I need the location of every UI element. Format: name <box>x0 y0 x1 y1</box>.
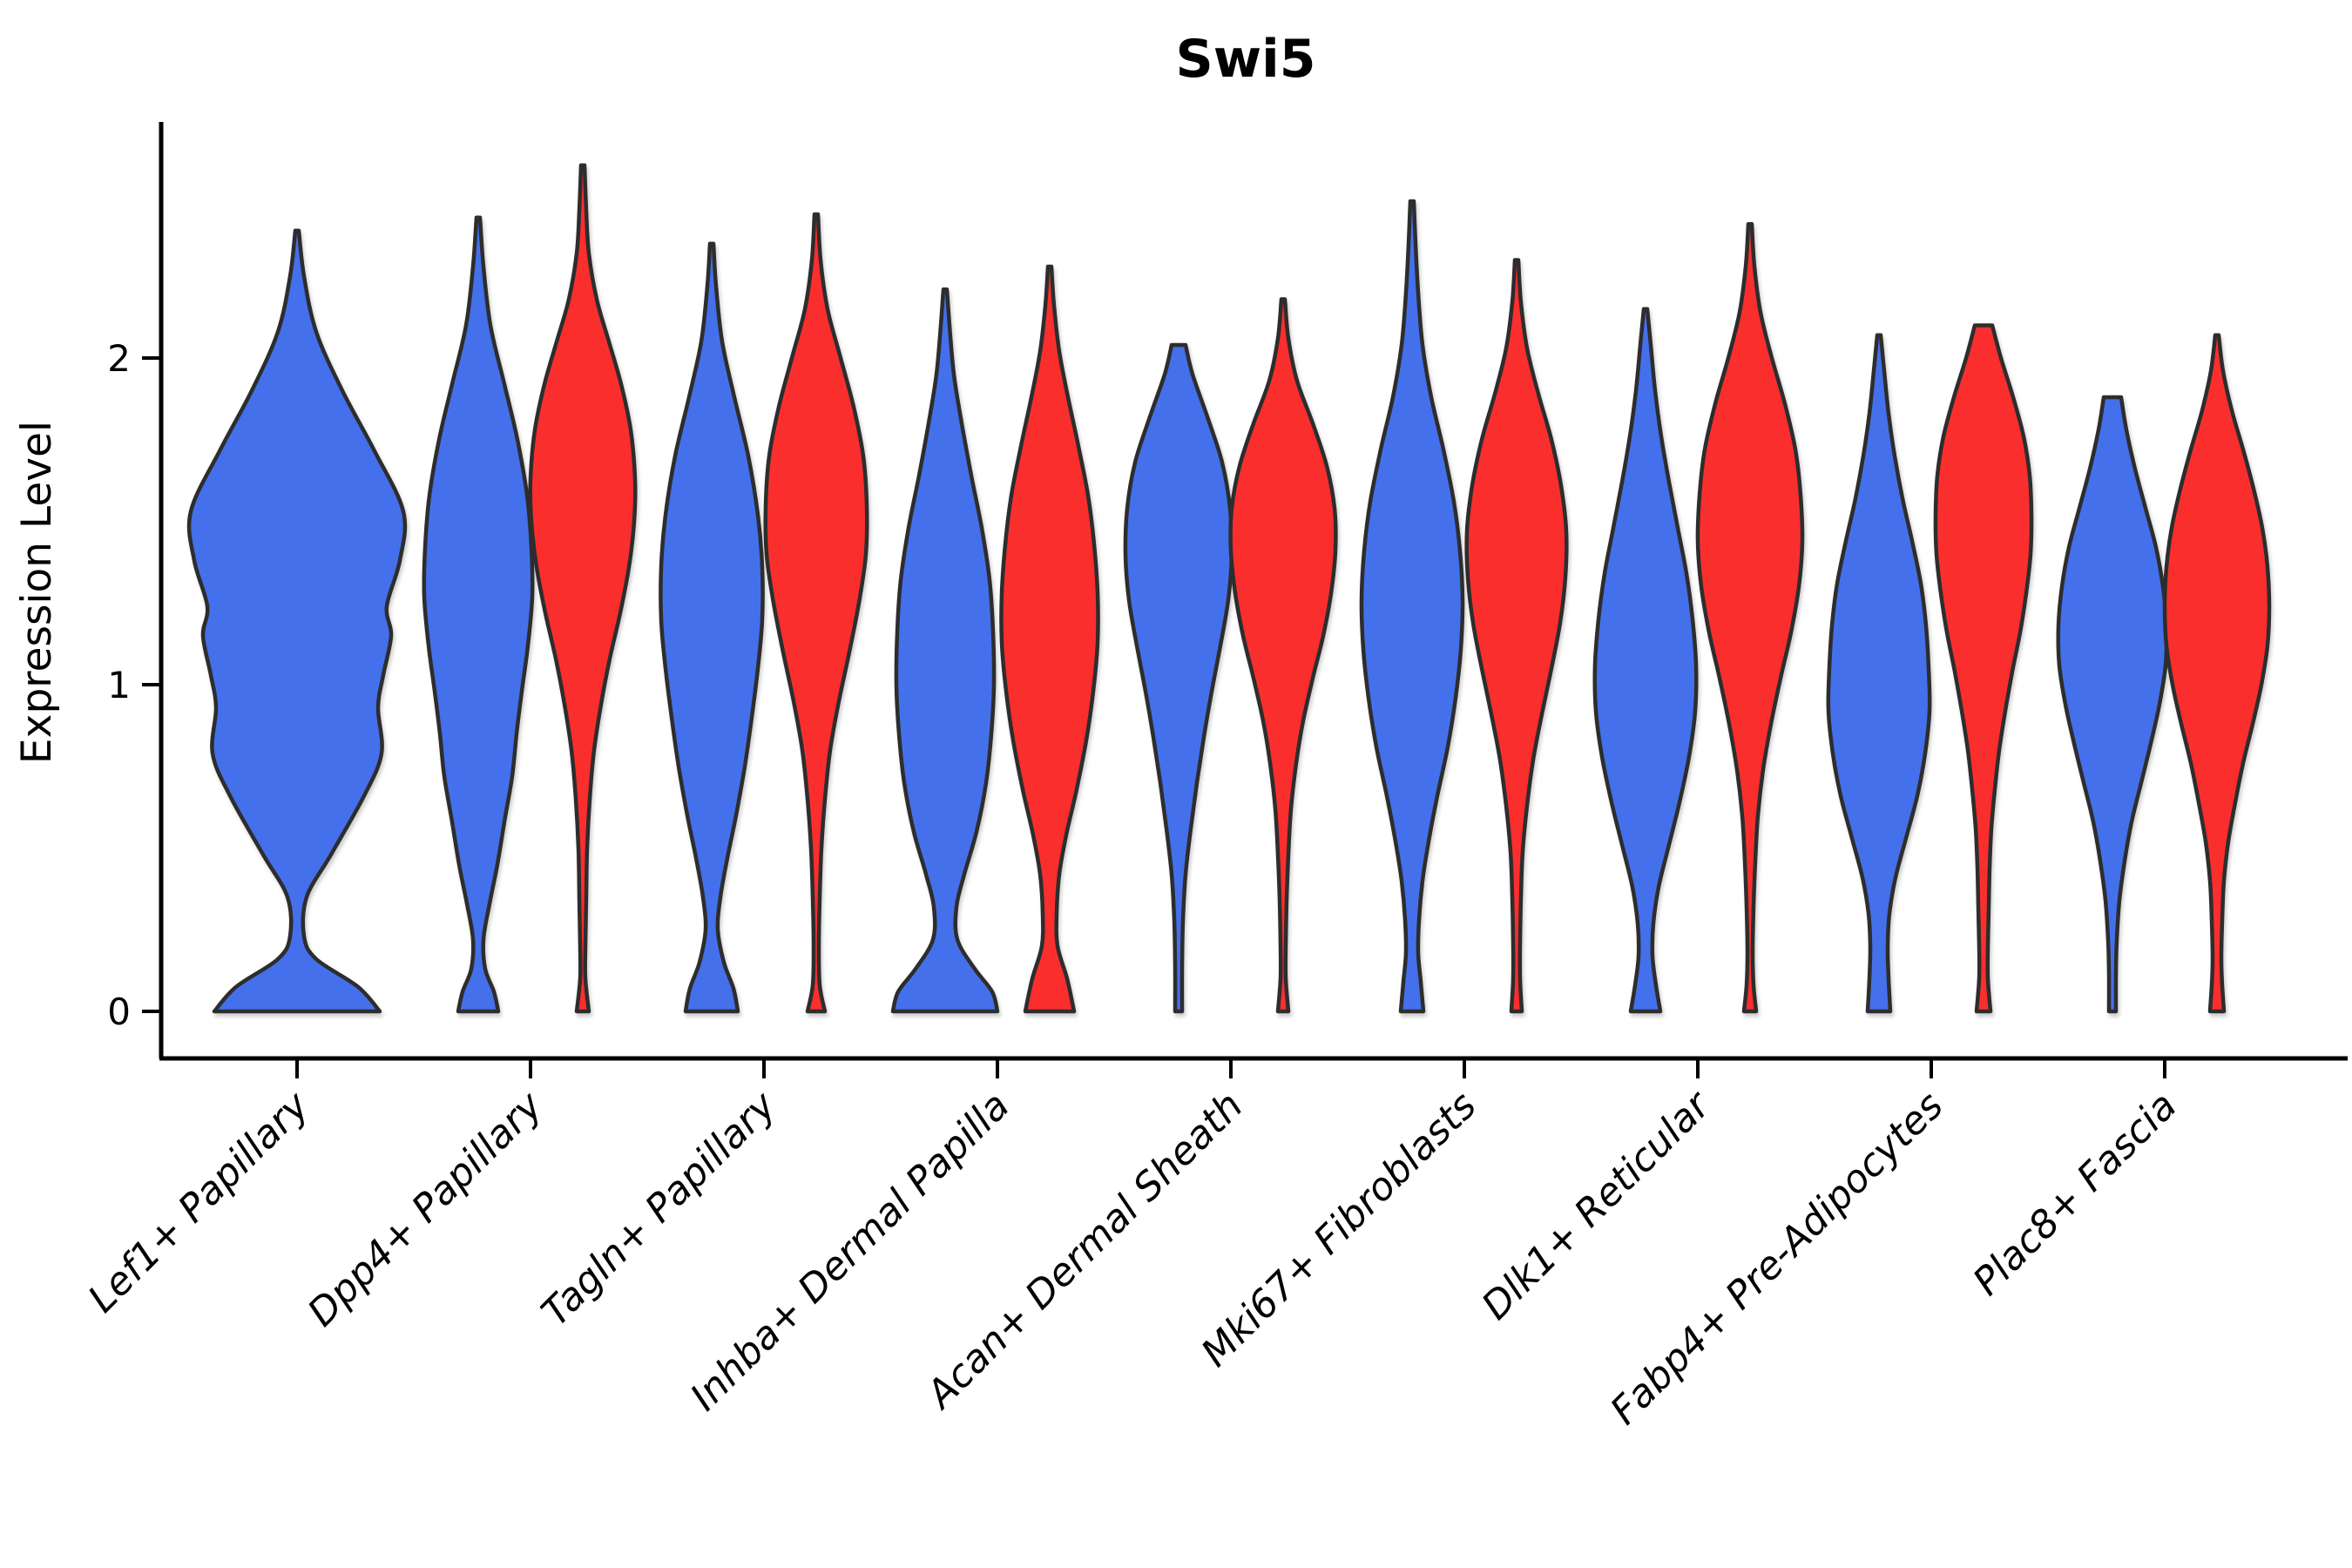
x-tick-label-lef1-papillary: Lef1+ Papillary <box>80 1083 319 1321</box>
x-tick-label-tagln-papillary: Tagln+ Papillary <box>533 1083 785 1335</box>
violins-group <box>186 163 2272 1014</box>
y-tick-label: 2 <box>107 337 131 380</box>
chart-title: Swi5 <box>1176 29 1316 90</box>
violin-fabp4-pre-adipocytes-red <box>1933 323 2034 1014</box>
violin-inhba-dermal-papilla-red <box>999 264 1100 1014</box>
violin-dlk1-reticular-blue <box>1592 307 1699 1014</box>
x-tick-label-plac8-fascia: Plac8+ Fascia <box>1964 1084 2185 1304</box>
violin-dpp4-papillary-blue <box>422 215 535 1014</box>
violin-acan-dermal-sheath-red <box>1228 297 1338 1014</box>
violin-acan-dermal-sheath-blue <box>1123 342 1234 1014</box>
y-tick-label: 0 <box>107 990 131 1033</box>
y-ticks-group: 0 1 2 <box>107 337 161 1033</box>
violin-dlk1-reticular-red <box>1695 222 1805 1014</box>
x-tick-label-dlk1-reticular: Dlk1+ Reticular <box>1473 1082 1720 1328</box>
violin-tagln-papillary-red <box>763 212 869 1014</box>
violin-mki67-fibroblasts-red <box>1464 258 1569 1014</box>
violin-plac8-fascia-blue <box>2056 395 2169 1014</box>
violin-inhba-dermal-papilla-blue <box>890 287 1000 1014</box>
violin-mki67-fibroblasts-blue <box>1359 199 1465 1014</box>
x-tick-label-dpp4-papillary: Dpp4+ Papillary <box>300 1083 552 1335</box>
violin-lef1-papillary-blue <box>186 228 408 1014</box>
y-axis-label: Expression Level <box>13 421 61 764</box>
violin-tagln-papillary-blue <box>659 241 765 1014</box>
violin-fabp4-pre-adipocytes-blue <box>1826 333 1932 1014</box>
y-tick-label: 1 <box>107 664 131 706</box>
violin-dpp4-papillary-red <box>528 163 638 1014</box>
violin-plac8-fascia-red <box>2162 333 2272 1014</box>
